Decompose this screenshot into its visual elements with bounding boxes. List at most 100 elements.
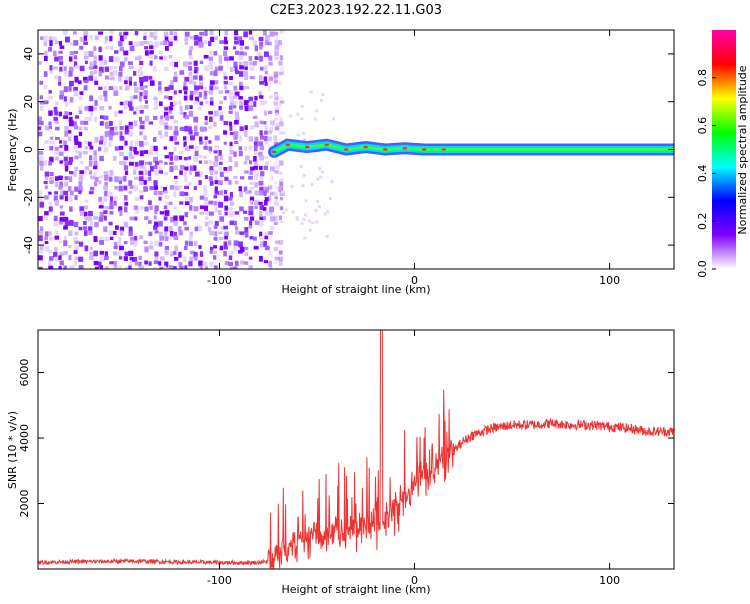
spectrogram-noise-cell	[144, 46, 149, 50]
spectrogram-noise-cell	[39, 80, 44, 85]
spectrogram-noise-cell	[208, 160, 213, 165]
spectrogram-noise-cell	[64, 101, 69, 107]
spectrogram-noise-cell	[323, 212, 327, 216]
spectrogram-noise-cell	[295, 217, 299, 221]
spectrogram-noise-cell	[154, 151, 158, 155]
spectrogram-noise-cell	[219, 245, 224, 251]
spectrogram-noise-cell	[108, 230, 114, 235]
spectrogram-noise-cell	[254, 121, 259, 128]
spectrogram-noise-cell	[63, 115, 69, 119]
spectrogram-trace-peak	[344, 148, 349, 151]
spectrogram-noise-cell	[98, 31, 104, 35]
spectrogram-noise-cell	[109, 261, 115, 265]
spectrogram-noise-cell	[275, 123, 279, 127]
spectrogram-noise-cell	[38, 116, 42, 122]
spectrogram-noise-cell	[219, 190, 224, 196]
spectrogram-noise-cell	[233, 220, 237, 226]
spectrogram-noise-cell	[49, 40, 53, 47]
spectrogram-noise-cell	[173, 231, 177, 237]
spectrogram-noise-cell	[269, 166, 275, 172]
snr-x-tick-label: -100	[207, 574, 232, 587]
spectrogram-noise-cell	[299, 164, 303, 168]
spectrogram-noise-cell	[123, 195, 128, 201]
spectrogram-noise-cell	[253, 115, 258, 120]
spectrogram-noise-cell	[84, 205, 89, 210]
spectrogram-noise-cell	[268, 136, 272, 142]
spectrogram-noise-cell	[213, 200, 218, 206]
spectrogram-noise-cell	[154, 170, 159, 176]
spectrogram-noise-cell	[174, 61, 178, 68]
spectrogram-noise-cell	[194, 41, 199, 46]
spectrogram-noise-cell	[189, 45, 193, 51]
spectrogram-noise-cell	[229, 101, 235, 107]
spectrogram-noise-cell	[264, 155, 269, 159]
spectrogram-noise-cell	[199, 81, 204, 87]
spectrogram-noise-cell	[274, 35, 279, 41]
spectrogram-noise-cell	[179, 201, 184, 205]
spectrogram-noise-cell	[119, 160, 124, 165]
spectrogram-noise-cell	[194, 150, 199, 157]
spectrogram-noise-cell	[193, 81, 197, 87]
spectrogram-noise-cell	[104, 125, 110, 129]
spectrogram-noise-cell	[94, 136, 99, 143]
spectrogram-noise-cell	[264, 245, 270, 251]
spectrogram-noise-cell	[193, 70, 198, 74]
spectrogram-noise-cell	[263, 216, 267, 221]
spectrogram-noise-cell	[233, 85, 238, 91]
spectrogram-noise-cell	[139, 165, 144, 169]
spectrogram-noise-cell	[69, 96, 74, 103]
spectrogram-noise-cell	[258, 55, 264, 62]
spectrogram-noise-cell	[234, 180, 239, 185]
spectrogram-noise-cell	[143, 150, 149, 154]
spectrogram-noise-cell	[234, 91, 240, 97]
spectrogram-noise-cell	[213, 150, 218, 154]
snr-x-tick-label: 0	[411, 574, 418, 587]
spectrogram-noise-cell	[228, 250, 234, 255]
spectrogram-noise-cell	[184, 145, 190, 151]
spectrogram-noise-cell	[63, 265, 67, 269]
spectrogram-noise-cell	[163, 186, 168, 193]
spectrogram-noise-cell	[300, 104, 304, 108]
spectrogram-noise-cell	[243, 61, 249, 66]
spectrogram-noise-cell	[93, 165, 98, 170]
spectrogram-noise-cell	[128, 265, 132, 269]
spectrogram-noise-cell	[263, 240, 267, 247]
spectrogram-noise-cell	[39, 105, 44, 112]
spectrogram-noise-cell	[128, 260, 133, 266]
spectrogram-noise-cell	[53, 106, 58, 112]
spectrogram-noise-cell	[119, 65, 123, 72]
spectrogram-noise-cell	[244, 190, 249, 195]
spectrogram-noise-cell	[113, 86, 119, 90]
spectrogram-noise-cell	[224, 235, 228, 240]
spectrogram-noise-cell	[154, 230, 159, 234]
snr-frame	[37, 329, 675, 570]
spectrogram-noise-cell	[154, 185, 159, 190]
spectrogram-noise-cell	[83, 230, 88, 236]
spectrogram-noise-cell	[184, 115, 190, 120]
spectrogram-noise-cell	[316, 177, 320, 181]
spectrogram-noise-cell	[184, 41, 189, 45]
spectrogram-noise-cell	[109, 126, 115, 132]
spectrogram-noise-cell	[184, 211, 189, 218]
spectrogram-noise-cell	[94, 35, 99, 41]
spectrogram-noise-cell	[69, 176, 73, 183]
spectrogram-noise-cell	[118, 76, 122, 82]
spectrogram-noise-cell	[123, 156, 129, 161]
spectrogram-noise-cell	[153, 156, 158, 163]
spectrogram-noise-cell	[64, 195, 68, 202]
spectrogram-noise-cell	[99, 135, 104, 142]
spectrogram-noise-cell	[39, 165, 44, 171]
spectrogram-noise-cell	[228, 180, 232, 185]
spectrogram-noise-cell	[113, 230, 117, 235]
spectrogram-noise-cell	[163, 56, 168, 61]
spectrogram-noise-cell	[73, 86, 79, 93]
spectrogram-noise-cell	[103, 140, 107, 146]
spectrogram-noise-cell	[138, 190, 143, 194]
spectrogram-noise-cell	[223, 71, 227, 77]
spectrogram-noise-cell	[139, 91, 143, 97]
spectrogram-noise-cell	[38, 61, 42, 65]
spectrogram-noise-cell	[88, 191, 94, 195]
spectrogram-noise-cell	[254, 136, 259, 143]
spectrogram-noise-cell	[43, 160, 47, 166]
spectrogram-noise-cell	[94, 176, 99, 182]
